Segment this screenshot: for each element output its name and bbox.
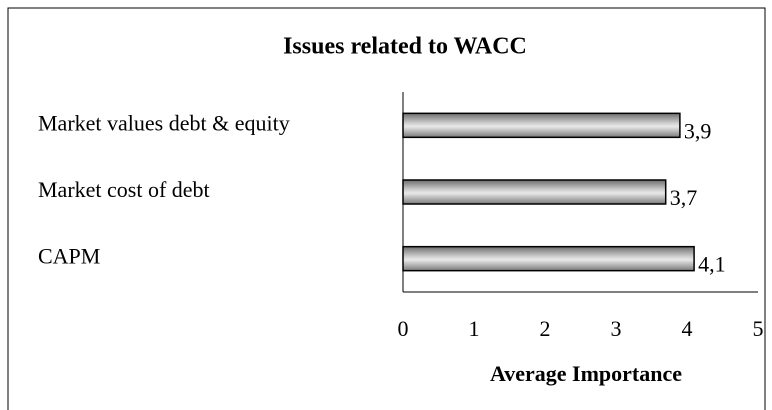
x-tick-label: 2 (540, 316, 551, 341)
value-label: 3,7 (670, 185, 698, 210)
x-tick-label: 1 (469, 316, 480, 341)
chart-frame (7, 7, 766, 410)
y-tick-label: Market cost of debt (38, 177, 210, 202)
x-tick-label: 5 (753, 316, 764, 341)
chart-title: Issues related to WACC (283, 34, 527, 60)
x-tick-label: 0 (398, 316, 409, 341)
value-label: 4,1 (698, 252, 726, 277)
bar (402, 179, 667, 205)
bar (402, 112, 681, 139)
value-label: 3,9 (684, 118, 712, 143)
x-tick-label: 4 (682, 316, 693, 341)
y-tick-label: CAPM (38, 244, 100, 269)
bar (402, 245, 695, 272)
x-axis-title: Average Importance (490, 361, 682, 386)
y-tick-label: Market values debt & equity (38, 110, 290, 135)
x-tick-label: 3 (611, 316, 622, 341)
